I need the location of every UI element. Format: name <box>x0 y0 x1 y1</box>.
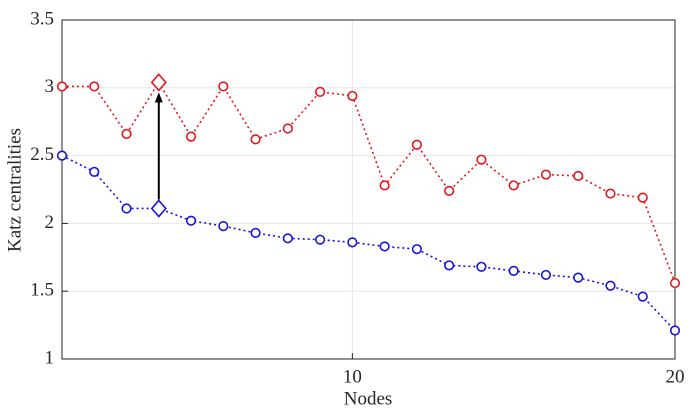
data-point <box>379 180 390 191</box>
data-point <box>218 221 229 232</box>
x-tick-label: 10 <box>343 366 362 387</box>
data-point <box>573 170 584 182</box>
data-point <box>56 81 68 92</box>
data-point <box>218 81 229 92</box>
data-point <box>315 234 326 245</box>
data-point <box>185 215 197 226</box>
data-point <box>476 154 487 165</box>
data-point <box>540 269 552 281</box>
y-tick-label: 2 <box>45 212 55 233</box>
data-point <box>669 325 681 336</box>
data-point <box>121 203 132 214</box>
data-point <box>669 277 681 289</box>
data-point <box>508 180 519 191</box>
data-point <box>282 123 293 134</box>
data-point <box>411 139 422 150</box>
data-point <box>605 280 616 291</box>
data-point <box>637 192 648 203</box>
x-tick-label: 20 <box>666 366 685 387</box>
data-point <box>444 260 455 271</box>
y-axis-label: Katz centralities <box>4 128 25 252</box>
data-point <box>637 291 648 302</box>
y-tick-label: 1 <box>45 347 55 368</box>
data-point <box>250 227 261 238</box>
data-point <box>282 233 293 244</box>
axes-box <box>61 19 676 360</box>
data-point <box>150 199 167 218</box>
arrow-head <box>154 92 163 103</box>
y-tick-label: 3.5 <box>30 8 54 29</box>
data-point <box>121 128 132 140</box>
data-point <box>56 150 68 161</box>
data-point <box>89 166 100 177</box>
data-point <box>411 244 422 255</box>
data-point <box>347 90 358 102</box>
data-point <box>379 241 390 252</box>
series-line <box>62 80 676 284</box>
data-point <box>476 261 487 272</box>
data-point <box>315 86 326 97</box>
y-tick-label: 3 <box>45 76 55 97</box>
y-tick-label: 1.5 <box>30 280 54 301</box>
data-point <box>508 265 519 276</box>
data-point <box>573 272 584 283</box>
data-point <box>185 131 197 142</box>
data-point <box>89 81 100 92</box>
data-point <box>250 134 261 145</box>
data-point <box>150 73 167 92</box>
data-point <box>540 169 552 180</box>
data-point <box>605 188 616 199</box>
series-line <box>61 154 676 332</box>
data-point <box>444 185 455 196</box>
x-axis-label: Nodes <box>344 388 393 409</box>
y-tick-label: 2.5 <box>30 144 54 165</box>
data-point <box>347 237 358 248</box>
